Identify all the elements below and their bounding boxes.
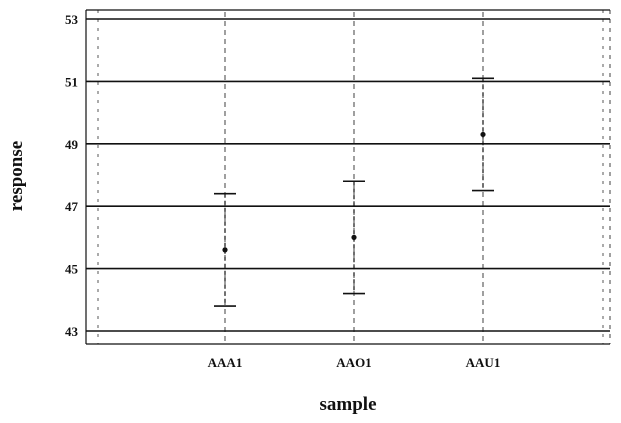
- data-point-AAU1: [480, 131, 486, 138]
- x-axis-title: sample: [320, 394, 377, 415]
- y-tick-label-47: 47: [65, 199, 79, 214]
- x-category-label-AAU1: AAU1: [466, 355, 501, 370]
- data-point-AAO1: [351, 234, 357, 240]
- y-tick-label-45: 45: [65, 262, 79, 277]
- y-tick-label-51: 51: [65, 74, 78, 89]
- data-marks: [214, 12, 494, 342]
- y-tick-label-53: 53: [65, 12, 79, 27]
- y-axis-title: response: [6, 141, 27, 211]
- x-category-label-AAA1: AAA1: [208, 355, 243, 370]
- x-axis-categories: AAA1 AAO1 AAU1: [208, 355, 501, 370]
- y-tick-label-43: 43: [65, 324, 79, 339]
- plot-frame: [85, 9, 611, 345]
- y-axis-ticks: 43 45 47 49 51 53: [65, 12, 91, 339]
- y-tick-label-49: 49: [65, 137, 79, 152]
- x-category-label-AAO1: AAO1: [336, 355, 371, 370]
- data-point-AAA1: [222, 247, 228, 253]
- grid-lines: [86, 18, 610, 332]
